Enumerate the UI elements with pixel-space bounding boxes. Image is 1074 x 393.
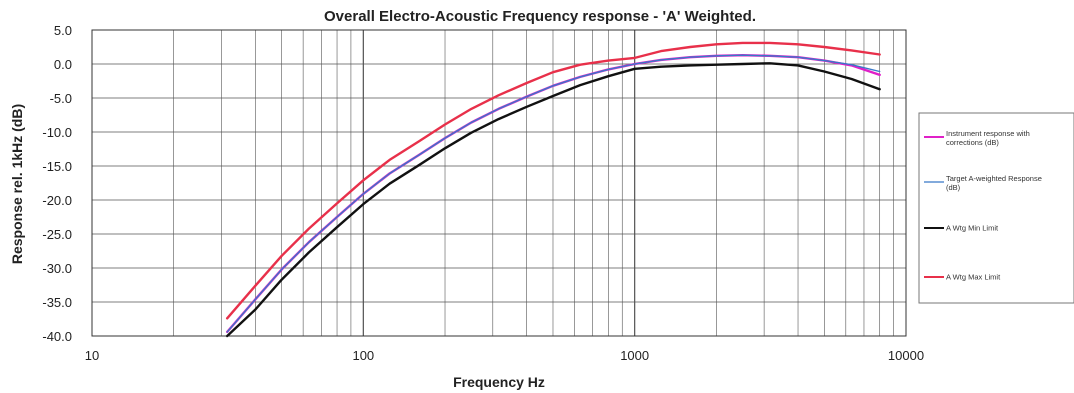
plot-area-border <box>91 29 907 337</box>
x-axis-label: Frequency Hz <box>453 374 545 390</box>
x-tick-label: 10 <box>85 348 99 363</box>
legend: Instrument response with corrections (dB)… <box>918 112 1074 304</box>
legend-label: Target A-weighted Response (dB) <box>946 174 1042 192</box>
series-lines <box>225 41 881 338</box>
y-axis-ticks: 5.0 0.0 -5.0 -10.0 -15.0 -20.0 -25.0 -30.0 -35.0… <box>42 23 72 344</box>
x-tick-label: 100 <box>352 348 374 363</box>
y-tick-label: -40.0 <box>42 329 72 344</box>
legend-box <box>918 112 1074 304</box>
x-tick-label: 10000 <box>888 348 924 363</box>
grid-lines <box>91 29 907 337</box>
legend-label: A Wtg Min Limit <box>946 224 999 233</box>
series-line-2 <box>226 54 881 333</box>
chart-title: Overall Electro-Acoustic Frequency respo… <box>324 8 756 25</box>
y-tick-label: 0.0 <box>54 57 72 72</box>
legend-label: A Wtg Max Limit <box>946 273 1001 282</box>
y-tick-label: -15.0 <box>42 159 72 174</box>
y-tick-label: -35.0 <box>42 295 72 310</box>
y-axis-label: Response rel. 1kHz (dB) <box>9 104 25 264</box>
y-tick-label: -20.0 <box>42 193 72 208</box>
legend-label: Instrument response with corrections (dB) <box>946 129 1030 147</box>
x-tick-label: 1000 <box>620 348 649 363</box>
series-line-3 <box>225 62 881 338</box>
y-tick-label: -25.0 <box>42 227 72 242</box>
y-tick-label: -5.0 <box>50 91 72 106</box>
x-axis-ticks: 10 100 1000 10000 <box>85 348 924 363</box>
series-line-4 <box>225 41 881 320</box>
y-tick-label: -10.0 <box>42 125 72 140</box>
y-tick-label: -30.0 <box>42 261 72 276</box>
y-tick-label: 5.0 <box>54 23 72 38</box>
legend-items: Instrument response with corrections (dB)… <box>924 129 1042 282</box>
